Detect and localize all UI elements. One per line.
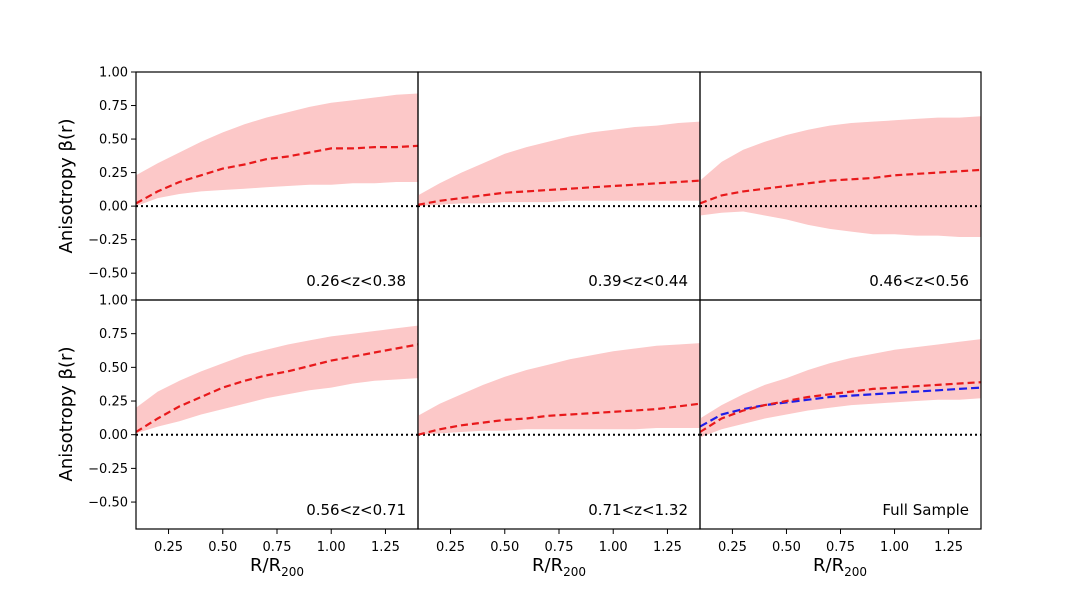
panel-5-confidence-band — [418, 343, 700, 435]
x-tick-label: 0.75 — [826, 540, 855, 555]
y-tick-label: 0.25 — [99, 395, 128, 410]
x-axis-label-col-3: R/R200 — [813, 555, 867, 579]
panel-6-confidence-band — [700, 339, 981, 438]
panel-6-blue-median-line — [700, 386, 981, 428]
y-tick-label: 0.25 — [99, 166, 128, 181]
y-tick-label: 1.00 — [99, 66, 128, 81]
y-tick-label: −0.25 — [88, 233, 128, 248]
panel-2-red-median-line — [418, 179, 700, 206]
x-tick-label: 1.00 — [317, 540, 346, 555]
y-axis-label-bottom: Anisotropy β(r) — [56, 347, 77, 482]
panel-2-confidence-band — [418, 121, 700, 207]
panel-5-plot — [418, 343, 700, 436]
y-tick-label: 1.00 — [99, 294, 128, 309]
y-tick-label: 0.00 — [99, 428, 128, 443]
x-tick-label: 0.50 — [490, 540, 519, 555]
x-tick-label: 0.75 — [545, 540, 574, 555]
panel-4-confidence-band — [136, 325, 418, 434]
y-tick-label: 0.50 — [99, 133, 128, 148]
x-tick-label: 1.25 — [371, 540, 400, 555]
panel-5-red-median-line — [418, 402, 700, 436]
x-tick-label: 1.00 — [880, 540, 909, 555]
panel-3-label: 0.46<z<0.56 — [869, 272, 969, 290]
panel-4-plot — [136, 325, 418, 436]
panels-layer: 0.26<z<0.38 1.00 0.75 0.50 0.25 0.00 −0.25 −0.5… — [88, 66, 982, 555]
panel-1-red-median-line — [136, 144, 418, 205]
x-tick-label: 0.25 — [436, 540, 465, 555]
x-tick-label: 1.25 — [653, 540, 682, 555]
x-tick-label: 1.25 — [934, 540, 963, 555]
y-tick-label: 0.00 — [99, 200, 128, 215]
x-tick-label: 0.50 — [208, 540, 237, 555]
panel-2-plot — [418, 121, 700, 208]
panel-1-plot — [136, 93, 418, 208]
panel-2-label: 0.39<z<0.44 — [588, 272, 688, 290]
x-tick-label: 0.50 — [772, 540, 801, 555]
y-tick-label: −0.50 — [88, 496, 128, 511]
panel-6-plot — [700, 339, 981, 438]
x-tick-label: 1.00 — [599, 540, 628, 555]
panel-6-label: Full Sample — [882, 501, 969, 519]
y-tick-label: −0.25 — [88, 462, 128, 477]
x-tick-label: 0.25 — [154, 540, 183, 555]
y-tick-label: 0.75 — [99, 327, 128, 342]
panel-1-confidence-band — [136, 93, 418, 207]
y-tick-label: 0.75 — [99, 99, 128, 114]
x-tick-label: 0.25 — [718, 540, 747, 555]
y-tick-label: −0.50 — [88, 267, 128, 282]
panel-5-label: 0.71<z<1.32 — [588, 501, 688, 519]
y-axis-label-top: Anisotropy β(r) — [56, 119, 77, 254]
x-tick-label: 0.75 — [263, 540, 292, 555]
panel-3-confidence-band — [700, 116, 981, 237]
panel-3-plot — [700, 116, 981, 237]
panel-6-red-median-line — [700, 381, 981, 433]
panel-4-label: 0.56<z<0.71 — [306, 501, 406, 519]
panel-3-red-median-line — [700, 168, 981, 205]
x-axis-label-col-1: R/R200 — [250, 555, 304, 579]
x-axis-label-col-2: R/R200 — [532, 555, 586, 579]
y-tick-label: 0.50 — [99, 361, 128, 376]
panel-1-label: 0.26<z<0.38 — [306, 272, 406, 290]
